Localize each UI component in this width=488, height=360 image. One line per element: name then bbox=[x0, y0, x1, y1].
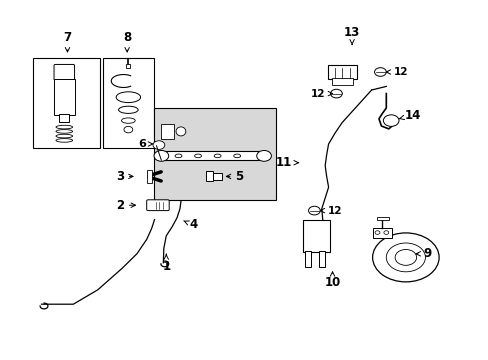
Ellipse shape bbox=[194, 154, 201, 158]
Bar bbox=[327, 65, 356, 79]
FancyBboxPatch shape bbox=[54, 64, 74, 80]
Bar bbox=[54, 79, 75, 115]
Circle shape bbox=[383, 231, 388, 234]
Bar bbox=[376, 217, 388, 220]
Bar bbox=[146, 170, 151, 183]
Ellipse shape bbox=[176, 127, 185, 136]
Text: 2: 2 bbox=[116, 199, 135, 212]
Circle shape bbox=[124, 126, 133, 133]
Ellipse shape bbox=[56, 125, 73, 129]
Circle shape bbox=[154, 150, 168, 161]
Ellipse shape bbox=[175, 154, 182, 158]
Text: 8: 8 bbox=[123, 31, 131, 52]
Circle shape bbox=[308, 206, 320, 215]
Text: 6: 6 bbox=[138, 139, 152, 149]
Bar bbox=[206, 171, 213, 181]
Bar bbox=[319, 251, 325, 267]
Bar bbox=[305, 251, 310, 267]
Bar bbox=[102, 58, 154, 148]
Ellipse shape bbox=[56, 139, 73, 142]
Bar bbox=[331, 78, 352, 85]
Text: 3: 3 bbox=[116, 170, 133, 183]
Circle shape bbox=[153, 141, 164, 149]
Circle shape bbox=[372, 233, 438, 282]
Bar bbox=[161, 151, 259, 160]
Ellipse shape bbox=[233, 154, 240, 158]
Text: 10: 10 bbox=[324, 272, 340, 289]
FancyBboxPatch shape bbox=[146, 200, 169, 211]
Text: 5: 5 bbox=[226, 170, 243, 183]
Bar bbox=[212, 173, 222, 180]
Ellipse shape bbox=[121, 118, 135, 123]
Text: 13: 13 bbox=[343, 26, 360, 45]
Text: 11: 11 bbox=[275, 156, 298, 169]
FancyArrowPatch shape bbox=[149, 177, 161, 181]
Bar bbox=[60, 114, 69, 122]
Text: 7: 7 bbox=[63, 31, 71, 52]
Bar bbox=[161, 124, 173, 139]
Text: 12: 12 bbox=[310, 89, 332, 99]
Ellipse shape bbox=[214, 154, 221, 158]
Circle shape bbox=[256, 150, 271, 161]
Circle shape bbox=[374, 68, 386, 76]
Text: 9: 9 bbox=[415, 247, 431, 260]
Text: 1: 1 bbox=[162, 254, 170, 273]
Circle shape bbox=[374, 231, 379, 234]
Bar bbox=[154, 108, 276, 200]
Ellipse shape bbox=[118, 106, 138, 113]
Ellipse shape bbox=[56, 130, 73, 133]
Bar bbox=[33, 58, 100, 148]
Ellipse shape bbox=[116, 92, 141, 103]
Text: 14: 14 bbox=[399, 109, 421, 122]
FancyArrowPatch shape bbox=[149, 172, 161, 176]
Bar bbox=[126, 64, 130, 68]
Bar bbox=[372, 228, 391, 238]
Text: 4: 4 bbox=[183, 219, 197, 231]
Circle shape bbox=[383, 115, 398, 126]
Text: 12: 12 bbox=[386, 67, 407, 77]
Text: 12: 12 bbox=[320, 206, 342, 216]
Circle shape bbox=[330, 89, 342, 98]
Ellipse shape bbox=[56, 134, 73, 138]
Bar bbox=[303, 220, 329, 252]
